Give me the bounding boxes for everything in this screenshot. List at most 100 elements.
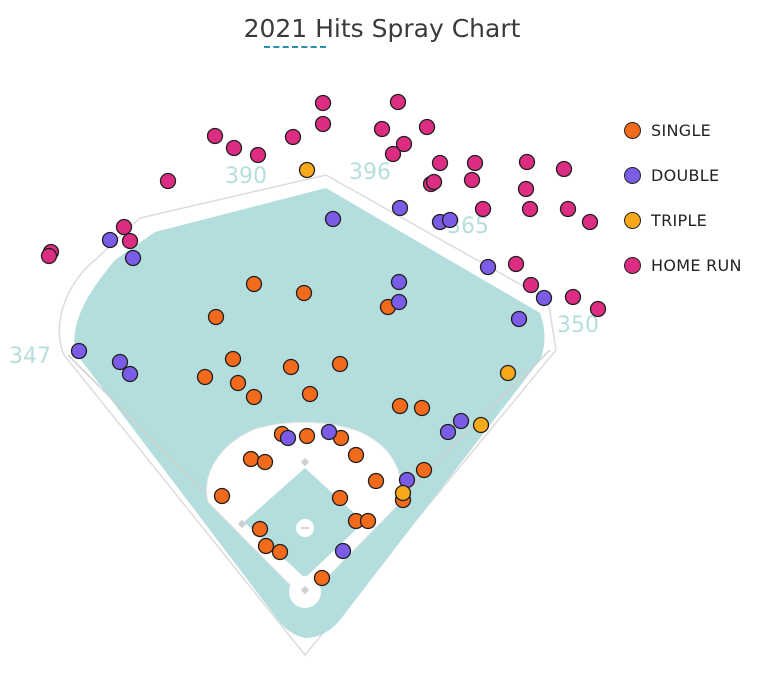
legend-label-triple: TRIPLE	[651, 211, 708, 230]
hit-marker-single[interactable]	[256, 453, 274, 471]
hit-marker-triple[interactable]	[298, 161, 316, 179]
hit-marker-double[interactable]	[121, 365, 139, 383]
hit-marker-home-run[interactable]	[425, 173, 443, 191]
hit-marker-single[interactable]	[331, 489, 349, 507]
hit-marker-double[interactable]	[320, 423, 338, 441]
home-plate	[300, 585, 310, 595]
hit-marker-triple[interactable]	[499, 364, 517, 382]
hit-marker-double[interactable]	[510, 310, 528, 328]
hit-marker-home-run[interactable]	[249, 146, 267, 164]
hit-marker-home-run[interactable]	[121, 232, 139, 250]
hit-marker-home-run[interactable]	[225, 139, 243, 157]
hit-marker-home-run[interactable]	[581, 213, 599, 231]
hit-marker-single[interactable]	[359, 512, 377, 530]
hit-marker-home-run[interactable]	[474, 200, 492, 218]
hit-marker-single[interactable]	[245, 275, 263, 293]
distance-right-line: 350	[557, 313, 599, 338]
legend-item-home-run[interactable]: HOME RUN	[624, 243, 742, 288]
legend-marker-single	[624, 122, 641, 139]
hit-marker-home-run[interactable]	[518, 153, 536, 171]
hit-marker-double[interactable]	[111, 353, 129, 371]
hits-layer	[40, 93, 607, 587]
hit-marker-single[interactable]	[415, 461, 433, 479]
hit-marker-home-run[interactable]	[507, 255, 525, 273]
hit-marker-triple[interactable]	[472, 416, 490, 434]
legend-marker-home-run	[624, 257, 641, 274]
hit-marker-single[interactable]	[301, 385, 319, 403]
hit-marker-double[interactable]	[279, 429, 297, 447]
hit-marker-home-run[interactable]	[40, 247, 58, 265]
hit-marker-single[interactable]	[295, 284, 313, 302]
hit-marker-single[interactable]	[207, 308, 225, 326]
hit-marker-home-run[interactable]	[389, 93, 407, 111]
legend-label-double: DOUBLE	[651, 166, 720, 185]
hit-marker-home-run[interactable]	[418, 118, 436, 136]
hit-marker-home-run[interactable]	[159, 172, 177, 190]
hit-marker-home-run[interactable]	[373, 120, 391, 138]
hit-marker-single[interactable]	[313, 569, 331, 587]
legend-item-triple[interactable]: TRIPLE	[624, 198, 742, 243]
legend-label-home-run: HOME RUN	[651, 256, 742, 275]
hit-marker-home-run[interactable]	[384, 145, 402, 163]
legend-item-single[interactable]: SINGLE	[624, 108, 742, 153]
hit-marker-single[interactable]	[347, 446, 365, 464]
hit-marker-single[interactable]	[413, 399, 431, 417]
hit-marker-double[interactable]	[324, 210, 342, 228]
distance-left-center: 390	[225, 164, 267, 189]
hit-marker-single[interactable]	[298, 427, 316, 445]
hit-marker-double[interactable]	[70, 342, 88, 360]
hit-marker-home-run[interactable]	[395, 135, 413, 153]
hit-marker-double[interactable]	[535, 289, 553, 307]
hit-marker-double[interactable]	[390, 273, 408, 291]
hit-marker-single[interactable]	[196, 368, 214, 386]
hit-marker-home-run[interactable]	[431, 154, 449, 172]
hit-marker-double[interactable]	[334, 542, 352, 560]
hit-marker-home-run[interactable]	[466, 154, 484, 172]
hit-marker-home-run[interactable]	[206, 127, 224, 145]
hit-marker-double[interactable]	[391, 199, 409, 217]
hit-marker-home-run[interactable]	[314, 94, 332, 112]
legend-marker-triple	[624, 212, 641, 229]
hit-marker-home-run[interactable]	[517, 180, 535, 198]
hit-marker-single[interactable]	[391, 397, 409, 415]
hit-marker-triple[interactable]	[394, 484, 412, 502]
hit-marker-single[interactable]	[229, 374, 247, 392]
hit-marker-double[interactable]	[479, 258, 497, 276]
distance-center: 396	[349, 160, 391, 185]
hit-marker-double[interactable]	[441, 211, 459, 229]
hit-marker-single[interactable]	[245, 388, 263, 406]
legend: SINGLE DOUBLE TRIPLE HOME RUN	[624, 108, 742, 288]
hit-marker-home-run[interactable]	[284, 128, 302, 146]
hit-marker-home-run[interactable]	[463, 171, 481, 189]
hit-marker-single[interactable]	[251, 520, 269, 538]
hit-marker-home-run[interactable]	[521, 200, 539, 218]
hit-marker-single[interactable]	[331, 355, 349, 373]
hit-marker-single[interactable]	[367, 472, 385, 490]
hit-marker-double[interactable]	[439, 423, 457, 441]
hit-marker-home-run[interactable]	[115, 218, 133, 236]
hit-marker-double[interactable]	[124, 249, 142, 267]
hit-marker-single[interactable]	[242, 450, 260, 468]
hit-marker-single[interactable]	[213, 487, 231, 505]
hit-marker-home-run[interactable]	[564, 288, 582, 306]
legend-marker-double	[624, 167, 641, 184]
hit-marker-home-run[interactable]	[589, 300, 607, 318]
hit-marker-home-run[interactable]	[559, 200, 577, 218]
hit-marker-single[interactable]	[271, 543, 289, 561]
legend-item-double[interactable]: DOUBLE	[624, 153, 742, 198]
hit-marker-single[interactable]	[257, 537, 275, 555]
legend-label-single: SINGLE	[651, 121, 712, 140]
second-base	[300, 457, 310, 467]
hit-marker-double[interactable]	[390, 293, 408, 311]
hit-marker-home-run[interactable]	[314, 115, 332, 133]
hit-marker-single[interactable]	[224, 350, 242, 368]
hit-marker-home-run[interactable]	[522, 276, 540, 294]
hit-marker-single[interactable]	[282, 358, 300, 376]
hit-marker-double[interactable]	[101, 231, 119, 249]
outfield-grass	[74, 188, 545, 638]
distance-left-line: 347	[9, 344, 51, 369]
hit-marker-home-run[interactable]	[555, 160, 573, 178]
hit-marker-double[interactable]	[452, 412, 470, 430]
title-underline	[264, 46, 326, 48]
